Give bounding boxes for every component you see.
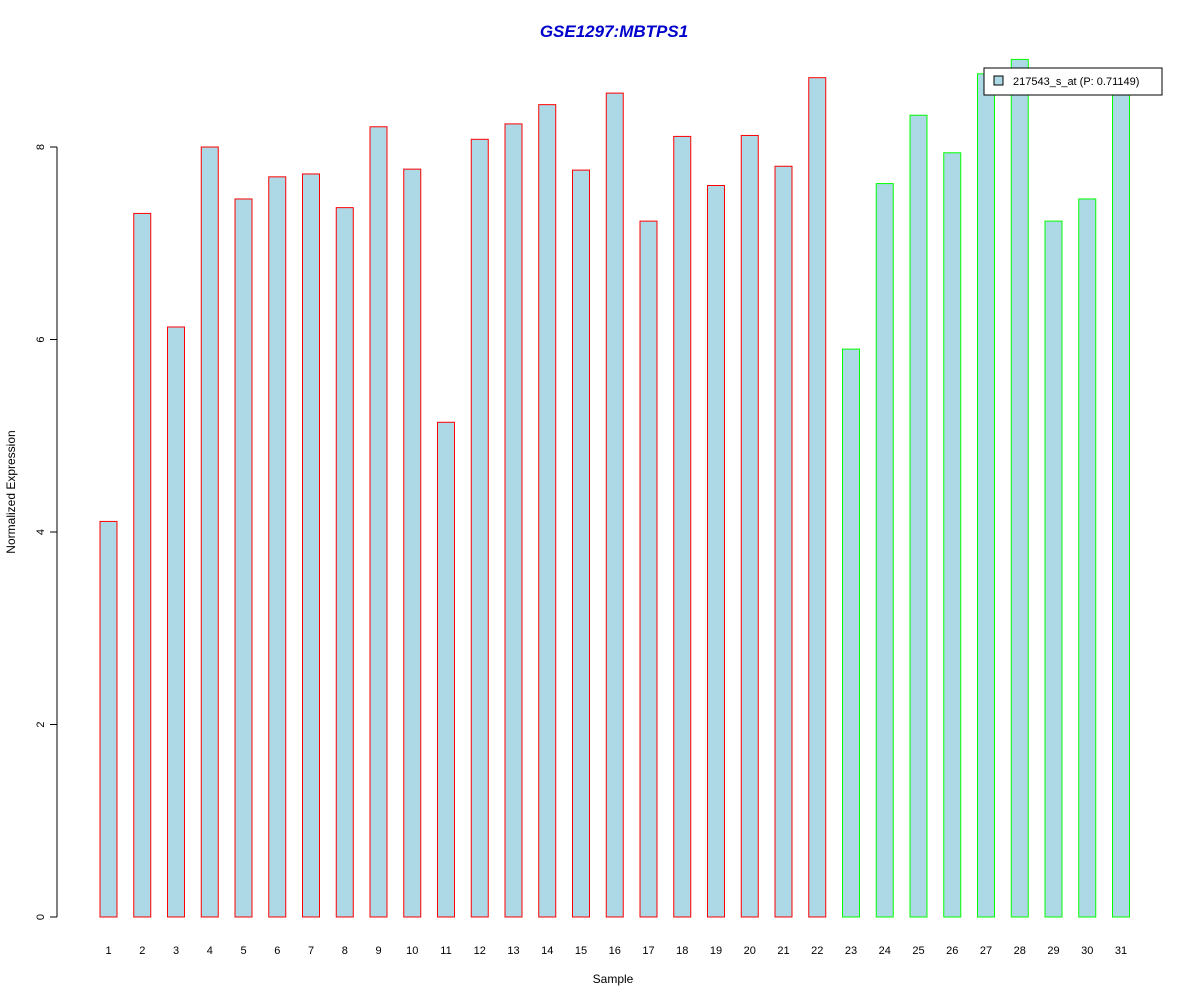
y-tick-label: 0 [35,914,47,920]
x-tick-label: 30 [1081,945,1093,957]
x-tick-label: 20 [744,945,756,957]
bar-sample-28 [1010,58,1029,918]
x-tick-label: 15 [575,945,587,957]
bar-sample-25 [909,114,928,918]
bar-sample-22 [808,77,827,918]
bars [99,58,1130,918]
y-tick-label: 4 [35,529,47,535]
x-tick-label: 2 [139,945,145,957]
y-axis: 0 2 4 6 8 [35,144,58,920]
x-tick-label: 9 [375,945,381,957]
x-tick-labels: 1 2 3 4 5 6 7 8 9 10 11 12 13 14 15 16 17 18 19 20 21 22 23 24 2… [105,945,1127,957]
x-tick-label: 3 [173,945,179,957]
bar-sample-16 [605,92,624,918]
bar-sample-17 [639,220,658,918]
chart-title: GSE1297:MBTPS1 [540,22,688,41]
legend: 217543_s_at (P: 0.71149) [983,67,1163,96]
bar-sample-18 [673,135,692,918]
x-tick-label: 5 [240,945,246,957]
bar-sample-23 [842,348,860,918]
bar-sample-3 [167,326,185,918]
x-tick-label: 29 [1047,945,1059,957]
x-tick-label: 19 [710,945,722,957]
x-tick-label: 17 [642,945,654,957]
bar-sample-24 [875,183,894,918]
y-tick-label: 8 [35,144,47,150]
x-tick-label: 31 [1115,945,1127,957]
x-tick-label: 16 [609,945,621,957]
y-axis-label: Normalized Expression [4,430,18,553]
bar-sample-1 [99,520,118,918]
x-tick-label: 6 [274,945,280,957]
bar-sample-15 [572,169,590,918]
bar-sample-10 [403,168,422,918]
bar-sample-8 [335,207,354,918]
bar-sample-26 [943,152,962,918]
bar-sample-13 [504,123,523,918]
bar-sample-19 [707,185,725,918]
x-tick-label: 12 [474,945,486,957]
bar-sample-5 [234,198,253,918]
bar-sample-7 [302,173,320,918]
x-tick-label: 4 [207,945,213,957]
bar-sample-2 [133,212,152,918]
y-tick-label: 6 [35,336,47,342]
x-tick-label: 10 [406,945,418,957]
x-tick-label: 13 [507,945,519,957]
bar-sample-9 [369,126,388,918]
bar-sample-11 [437,421,455,918]
bar-sample-6 [268,176,287,918]
x-tick-label: 24 [879,945,891,957]
x-tick-label: 25 [912,945,924,957]
legend-label: 217543_s_at (P: 0.71149) [1013,76,1139,88]
x-tick-label: 8 [342,945,348,957]
legend-box [983,67,1163,96]
bar-sample-12 [470,138,489,918]
x-tick-label: 27 [980,945,992,957]
bar-sample-20 [740,134,759,918]
x-tick-label: 22 [811,945,823,957]
bar-sample-21 [774,165,793,918]
x-tick-label: 7 [308,945,314,957]
x-tick-label: 11 [440,945,451,957]
x-tick-label: 1 [105,945,111,957]
bar-sample-27 [977,73,995,918]
x-tick-label: 23 [845,945,857,957]
x-tick-label: 18 [676,945,688,957]
bar-sample-4 [200,146,219,918]
y-tick-label: 2 [35,721,47,727]
bar-sample-31 [1112,88,1130,918]
x-tick-label: 14 [541,945,553,957]
x-tick-label: 21 [777,945,789,957]
bar-sample-14 [538,104,557,918]
x-tick-label: 28 [1014,945,1026,957]
x-axis-label: Sample [593,972,634,986]
bar-sample-29 [1044,220,1063,918]
legend-swatch [993,75,1004,86]
bar-sample-30 [1078,198,1097,918]
x-tick-label: 26 [946,945,958,957]
